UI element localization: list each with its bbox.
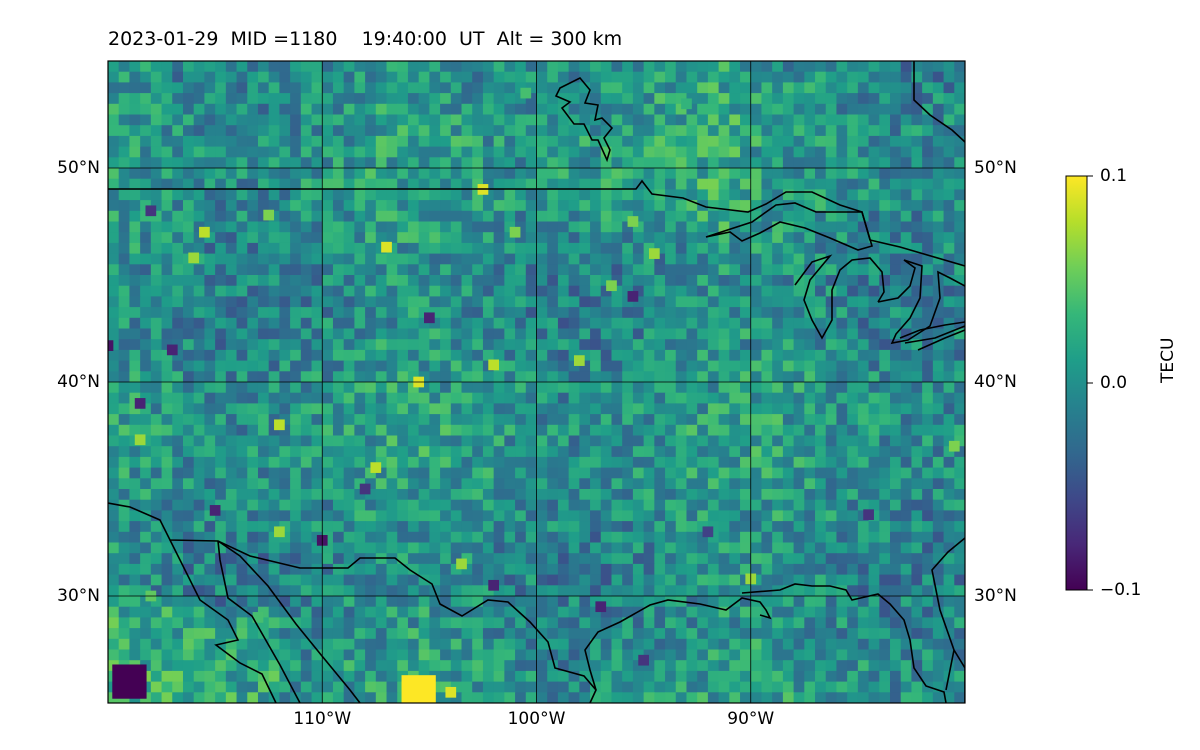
lat-label-right-50: 50°N [974,158,1017,178]
heat-cell-28 [627,291,639,302]
lake-huron-coast [877,259,965,345]
heat-cell-1 [445,686,457,698]
quebec-coast [913,61,965,143]
colorbar-label: TECU [1158,337,1178,383]
gridlines [108,61,965,703]
heat-cell-27 [595,601,607,613]
heat-cell-0 [401,675,436,703]
colorbar-tick-label: −0.1 [1100,580,1142,600]
lon-label-100: 100°W [507,709,566,729]
heat-cell-13 [488,359,499,371]
heat-cell-19 [948,440,960,452]
heat-cell-10 [648,248,660,259]
heat-cell-11 [606,280,617,292]
colorbar-tick-label: 0.1 [1100,166,1128,186]
heat-cell-2 [112,664,147,699]
heat-cell-8 [509,226,521,238]
heat-cell-14 [573,355,585,366]
mexico-pacific [217,540,361,703]
lat-label-left-30: 30°N [57,586,100,606]
heat-cell-16 [370,462,382,473]
colorbar-tick-label: 0.0 [1100,373,1128,393]
heat-cell-6 [381,241,392,253]
baja-coast [169,539,277,703]
gulf-coast-texas [584,597,772,691]
map-frame [107,60,966,704]
heat-cell-3 [199,226,210,238]
heat-cell-24 [209,505,221,516]
lake-ontario-coast [917,329,965,351]
heat-cell-30 [359,483,371,495]
heat-cell-33 [702,526,714,538]
heat-cell-18 [456,558,467,570]
lat-label-right-30: 30°N [974,586,1017,606]
hudson-bay-coast [554,77,614,163]
heat-cell-22 [166,344,178,356]
heat-cell-21 [134,434,146,446]
lon-label-110: 110°W [293,709,352,729]
baja-coast-inner [217,540,301,703]
lake-erie-coast [899,321,965,344]
heat-cell-17 [274,526,285,538]
mexico-border [108,502,597,703]
chart-title: 2023-01-29 MID =1180 19:40:00 UT Alt = 3… [108,28,623,50]
lat-label-left-40: 40°N [57,372,100,392]
florida-atlantic [931,537,965,703]
gulf-coast-east [741,583,947,703]
heat-cell-5 [263,209,275,221]
lon-label-90: 90°W [727,709,775,729]
heat-cell-15 [274,419,285,431]
heat-cell-35 [638,654,649,666]
lat-label-right-40: 40°N [974,372,1017,392]
heat-cell-37 [252,612,264,623]
heat-cell-39 [681,98,692,110]
heat-cell-9 [627,216,639,227]
heat-cell-23 [134,398,146,409]
lat-label-left-50: 50°N [57,158,100,178]
heat-cell-38 [520,87,532,99]
colorbar [1065,175,1088,591]
heat-cell-32 [145,205,157,217]
heat-cell-4 [188,252,200,264]
heat-cell-26 [488,579,499,591]
heat-cell-31 [108,340,114,351]
lake-michigan-coast [794,254,885,340]
heat-cell-34 [863,509,874,521]
lake-superior-coast [705,202,873,251]
heat-cell-29 [424,312,435,324]
